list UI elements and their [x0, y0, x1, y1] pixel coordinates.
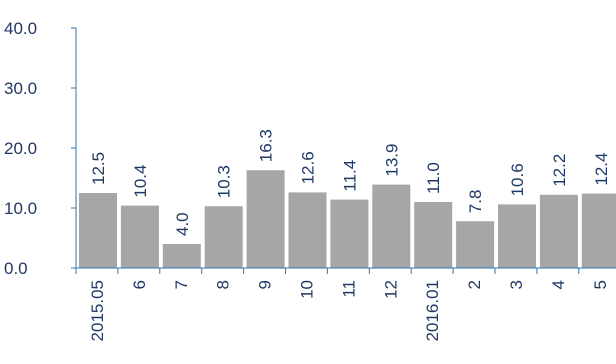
bar — [456, 221, 495, 268]
data-label: 10.4 — [131, 165, 150, 198]
data-label: 11.0 — [424, 162, 443, 194]
x-category-label: 5 — [591, 280, 610, 289]
bar — [288, 192, 327, 268]
x-category-label: 10 — [297, 280, 316, 299]
bar — [372, 184, 411, 268]
bar — [414, 202, 453, 268]
y-tick-label: 0.0 — [4, 259, 28, 278]
x-category-label: 6 — [130, 280, 149, 289]
bar — [539, 194, 578, 268]
bar — [79, 193, 117, 268]
data-label: 13.9 — [382, 144, 401, 177]
x-category-label: 9 — [256, 280, 275, 289]
x-category-label: 3 — [507, 280, 526, 289]
x-category-label: 2 — [465, 280, 484, 289]
data-label: 4.0 — [173, 212, 192, 236]
bar — [330, 199, 369, 268]
bar — [120, 205, 159, 268]
data-label: 7.8 — [466, 190, 485, 214]
x-category-label: 7 — [172, 280, 191, 289]
x-category-label: 12 — [381, 280, 400, 299]
data-label: 16.3 — [257, 129, 276, 162]
x-category-label: 2016.01 — [423, 280, 442, 341]
bar — [204, 206, 243, 268]
data-label: 12.5 — [89, 152, 108, 185]
y-tick-label: 10.0 — [4, 199, 37, 218]
x-category-label: 8 — [214, 280, 233, 289]
bar — [246, 170, 285, 268]
x-category-label: 2015.05 — [88, 280, 107, 341]
bar — [581, 193, 616, 268]
y-axis: 0.0 10.0 20.0 30.0 40.0 — [4, 19, 77, 278]
bar — [498, 204, 536, 268]
bar — [162, 244, 201, 268]
data-label: 10.6 — [508, 163, 527, 196]
x-axis: 2015.05 6 7 8 9 10 11 12 2016.01 2 3 4 5 — [75, 267, 616, 341]
bars — [79, 170, 616, 268]
data-label: 11.4 — [340, 160, 359, 192]
data-label: 10.3 — [215, 165, 234, 198]
data-labels: 12.5 10.4 4.0 10.3 16.3 12.6 11.4 13.9 11.0 7.8 10… — [89, 129, 611, 236]
x-category-label: 4 — [549, 280, 568, 289]
x-category-label: 11 — [339, 280, 358, 298]
y-tick-label: 40.0 — [4, 19, 37, 38]
y-tick-label: 20.0 — [4, 139, 37, 158]
data-label: 12.6 — [299, 151, 318, 184]
data-label: 12.2 — [550, 154, 569, 187]
y-tick-label: 30.0 — [4, 79, 37, 98]
data-label: 12.4 — [592, 153, 611, 186]
